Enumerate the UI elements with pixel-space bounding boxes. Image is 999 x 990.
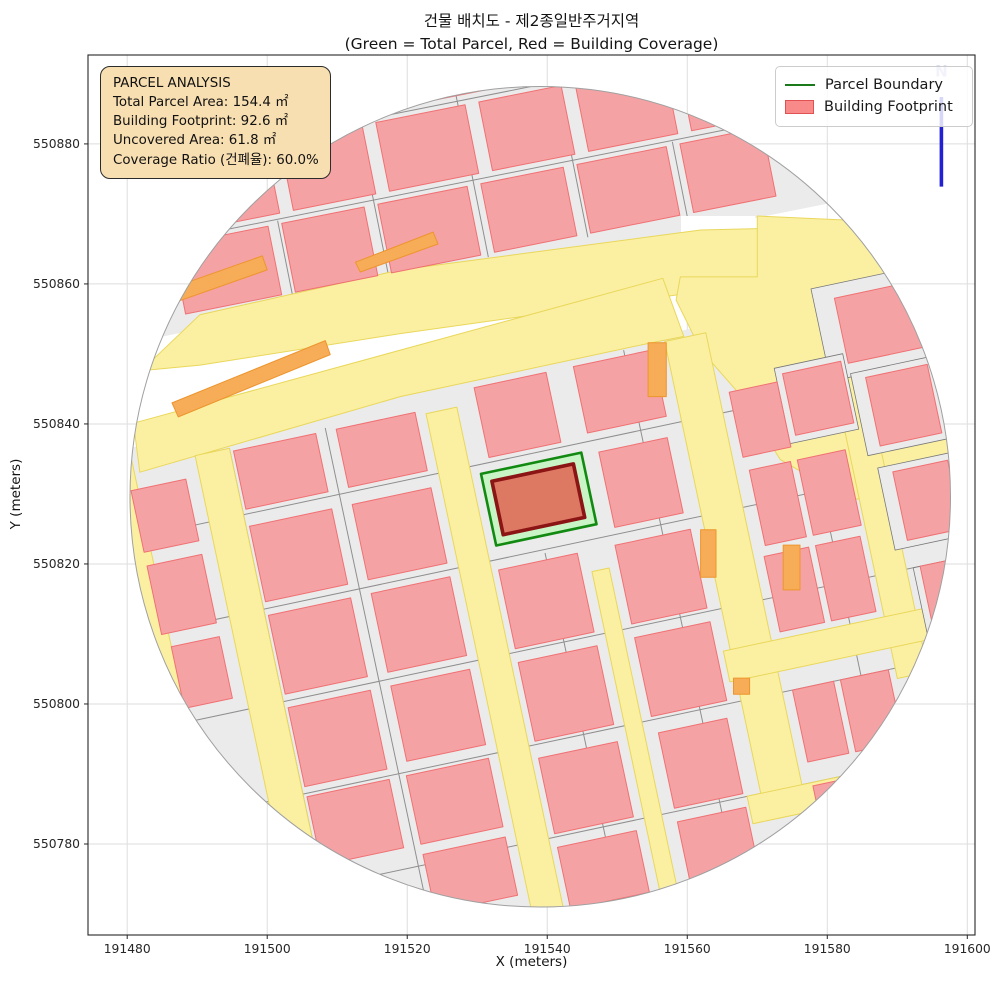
- y-tick-label: 550840: [33, 417, 80, 431]
- building: [865, 363, 943, 447]
- building: [306, 778, 405, 866]
- building: [657, 717, 744, 809]
- building: [792, 680, 850, 763]
- building: [375, 104, 480, 192]
- street-vertical: [425, 406, 570, 907]
- building: [538, 741, 634, 835]
- building: [748, 461, 807, 546]
- building: [130, 478, 200, 553]
- building: [576, 146, 681, 234]
- orange-road-strip: [171, 340, 331, 418]
- legend-label: Building Footprint: [824, 99, 953, 115]
- building: [287, 689, 388, 788]
- building: [614, 528, 708, 625]
- building: [170, 636, 233, 709]
- y-tick-label: 550780: [33, 837, 80, 851]
- building: [598, 437, 684, 528]
- building: [517, 645, 615, 742]
- lane-line: [623, 350, 741, 899]
- x-tick-label: 191520: [384, 942, 431, 956]
- building: [557, 830, 650, 907]
- building: [815, 535, 877, 622]
- building: [796, 449, 862, 536]
- building: [233, 433, 329, 510]
- lane-line: [324, 427, 440, 907]
- building: [478, 86, 576, 172]
- building: [892, 459, 951, 541]
- x-tick-label: 191600: [944, 942, 991, 956]
- lane-line: [277, 220, 294, 297]
- building: [422, 836, 519, 907]
- building: [498, 552, 595, 650]
- chart-title-block: 건물 배치도 - 제2종일반주거지역 (Green = Total Parcel…: [88, 0, 975, 53]
- y-tick-label: 550800: [33, 697, 80, 711]
- building: [390, 668, 487, 762]
- orange-road-strip: [647, 342, 667, 398]
- legend-label: Parcel Boundary: [825, 77, 943, 93]
- x-tick-label: 191500: [244, 942, 291, 956]
- x-tick-label: 191560: [664, 942, 711, 956]
- building: [634, 621, 728, 717]
- map-clip-circle-outline: [129, 86, 951, 908]
- y-tick-label: 550820: [33, 557, 80, 571]
- parcel-analysis-title: PARCEL ANALYSIS: [113, 76, 231, 91]
- legend-item-building-footprint: Building Footprint: [785, 96, 962, 118]
- parcel-analysis-total-area: Total Parcel Area: 154.4 ㎡: [113, 95, 289, 111]
- building: [782, 360, 855, 436]
- orange-road-strip: [354, 231, 439, 273]
- building: [335, 411, 428, 488]
- chart-subtitle: (Green = Total Parcel, Red = Building Co…: [344, 35, 719, 53]
- legend-item-parcel-boundary: Parcel Boundary: [785, 74, 962, 96]
- highlight-building-footprint: [490, 462, 587, 537]
- lane-line: [671, 141, 688, 218]
- parcel-boundary-line-icon: [785, 84, 815, 86]
- building: [249, 508, 349, 603]
- legend: Parcel Boundary Building Footprint: [775, 66, 973, 127]
- x-tick-label: 191480: [104, 942, 151, 956]
- x-tick-label: 191580: [804, 942, 851, 956]
- building: [480, 166, 578, 253]
- building: [267, 597, 368, 695]
- x-axis-label: X (meters): [495, 954, 568, 970]
- x-tick-label: 191540: [524, 942, 571, 956]
- building: [405, 757, 504, 845]
- axis-ticks: 191480 191500 191520 191540 191560 191580 1916…: [33, 137, 991, 956]
- orange-road-strip: [733, 677, 751, 695]
- building: [281, 206, 379, 293]
- y-tick-label: 550880: [33, 137, 80, 151]
- building-footprint-patch-icon: [785, 100, 814, 114]
- building: [146, 553, 217, 635]
- building: [728, 381, 792, 458]
- building: [351, 487, 448, 581]
- orange-road-strip: [700, 529, 717, 578]
- parcel-analysis-coverage-ratio: Coverage Ratio (건폐율): 60.0%: [113, 152, 319, 168]
- parcel-analysis-uncovered: Uncovered Area: 61.8 ㎡: [113, 133, 277, 149]
- chart-title: 건물 배치도 - 제2종일반주거지역: [423, 12, 640, 30]
- building: [473, 371, 562, 458]
- parcel-analysis-box: PARCEL ANALYSIS Total Parcel Area: 154.4…: [100, 66, 331, 179]
- street-vertical: [591, 567, 683, 907]
- orange-road-strip: [782, 544, 801, 591]
- parcel-analysis-footprint: Building Footprint: 92.6 ㎡: [113, 114, 289, 130]
- y-tick-label: 550860: [33, 277, 80, 291]
- plot-frame: [87, 54, 976, 936]
- building: [370, 576, 468, 673]
- y-axis-label: Y (meters): [8, 458, 24, 530]
